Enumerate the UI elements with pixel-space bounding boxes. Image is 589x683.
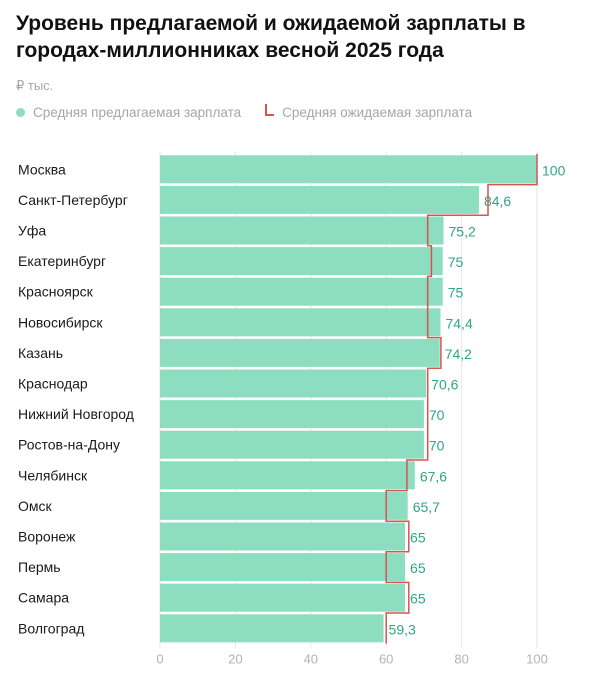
category-label: Краснодар — [18, 376, 88, 392]
bar — [160, 461, 415, 490]
category-label: Воронеж — [18, 529, 76, 545]
bar — [160, 277, 443, 306]
value-label: 65 — [410, 591, 426, 607]
chart-title: Уровень предлагаемой и ожидаемой зарплат… — [16, 12, 526, 62]
category-label: Москва — [18, 161, 66, 177]
value-label: 74,4 — [445, 315, 472, 331]
value-label: 67,6 — [420, 468, 447, 484]
value-label: 65 — [410, 560, 426, 576]
x-tick-label: 80 — [454, 652, 468, 667]
value-label: 70 — [429, 438, 445, 454]
value-label: 59,3 — [389, 621, 416, 637]
legend-offered-swatch — [16, 108, 25, 117]
value-label: 100 — [542, 162, 566, 178]
bar — [160, 583, 406, 612]
value-label: 84,6 — [484, 193, 511, 209]
x-tick-label: 0 — [156, 652, 163, 667]
value-label: 75 — [448, 285, 464, 301]
value-label: 65 — [410, 530, 426, 546]
value-label: 70,6 — [431, 377, 458, 393]
category-label: Ростов-на-Дону — [18, 437, 120, 453]
category-label: Волгоград — [18, 620, 84, 636]
legend-expected-swatch — [265, 103, 275, 116]
bar — [160, 247, 443, 276]
bar — [160, 430, 424, 459]
bar — [160, 491, 408, 520]
category-label: Санкт-Петербург — [18, 192, 128, 208]
value-label: 75,2 — [449, 224, 476, 240]
x-tick-label: 60 — [379, 652, 393, 667]
legend: Средняя предлагаемая зарплата Средняя ож… — [16, 103, 473, 120]
bar — [160, 522, 406, 551]
legend-offered-label: Средняя предлагаемая зарплата — [33, 105, 242, 120]
category-label: Омск — [18, 498, 53, 514]
category-label: Красноярск — [18, 284, 94, 300]
bar — [160, 369, 427, 398]
value-label: 75 — [448, 254, 464, 270]
value-label: 74,2 — [445, 346, 472, 362]
category-label: Екатеринбург — [18, 253, 106, 269]
expected-salary-line — [385, 154, 538, 644]
category-label: Самара — [18, 590, 69, 606]
bar — [160, 614, 384, 643]
value-label: 65,7 — [413, 499, 440, 515]
value-label: 70 — [429, 407, 445, 423]
x-tick-label: 40 — [304, 652, 318, 667]
x-tick-label: 100 — [526, 652, 548, 667]
category-label: Челябинск — [18, 467, 88, 483]
category-label: Пермь — [18, 559, 61, 575]
category-label: Казань — [18, 345, 63, 361]
category-label: Новосибирск — [18, 314, 103, 330]
bar — [160, 216, 444, 245]
bar — [160, 185, 479, 214]
bar — [160, 553, 406, 582]
bar — [160, 400, 424, 429]
unit-label: ₽ тыс. — [16, 78, 54, 93]
category-label: Нижний Новгород — [18, 406, 134, 422]
category-label: Уфа — [18, 223, 46, 239]
legend-expected-label: Средняя ожидаемая зарплата — [282, 105, 473, 120]
bar — [160, 308, 441, 337]
x-tick-label: 20 — [228, 652, 242, 667]
bar — [160, 338, 440, 367]
bar — [160, 155, 537, 184]
